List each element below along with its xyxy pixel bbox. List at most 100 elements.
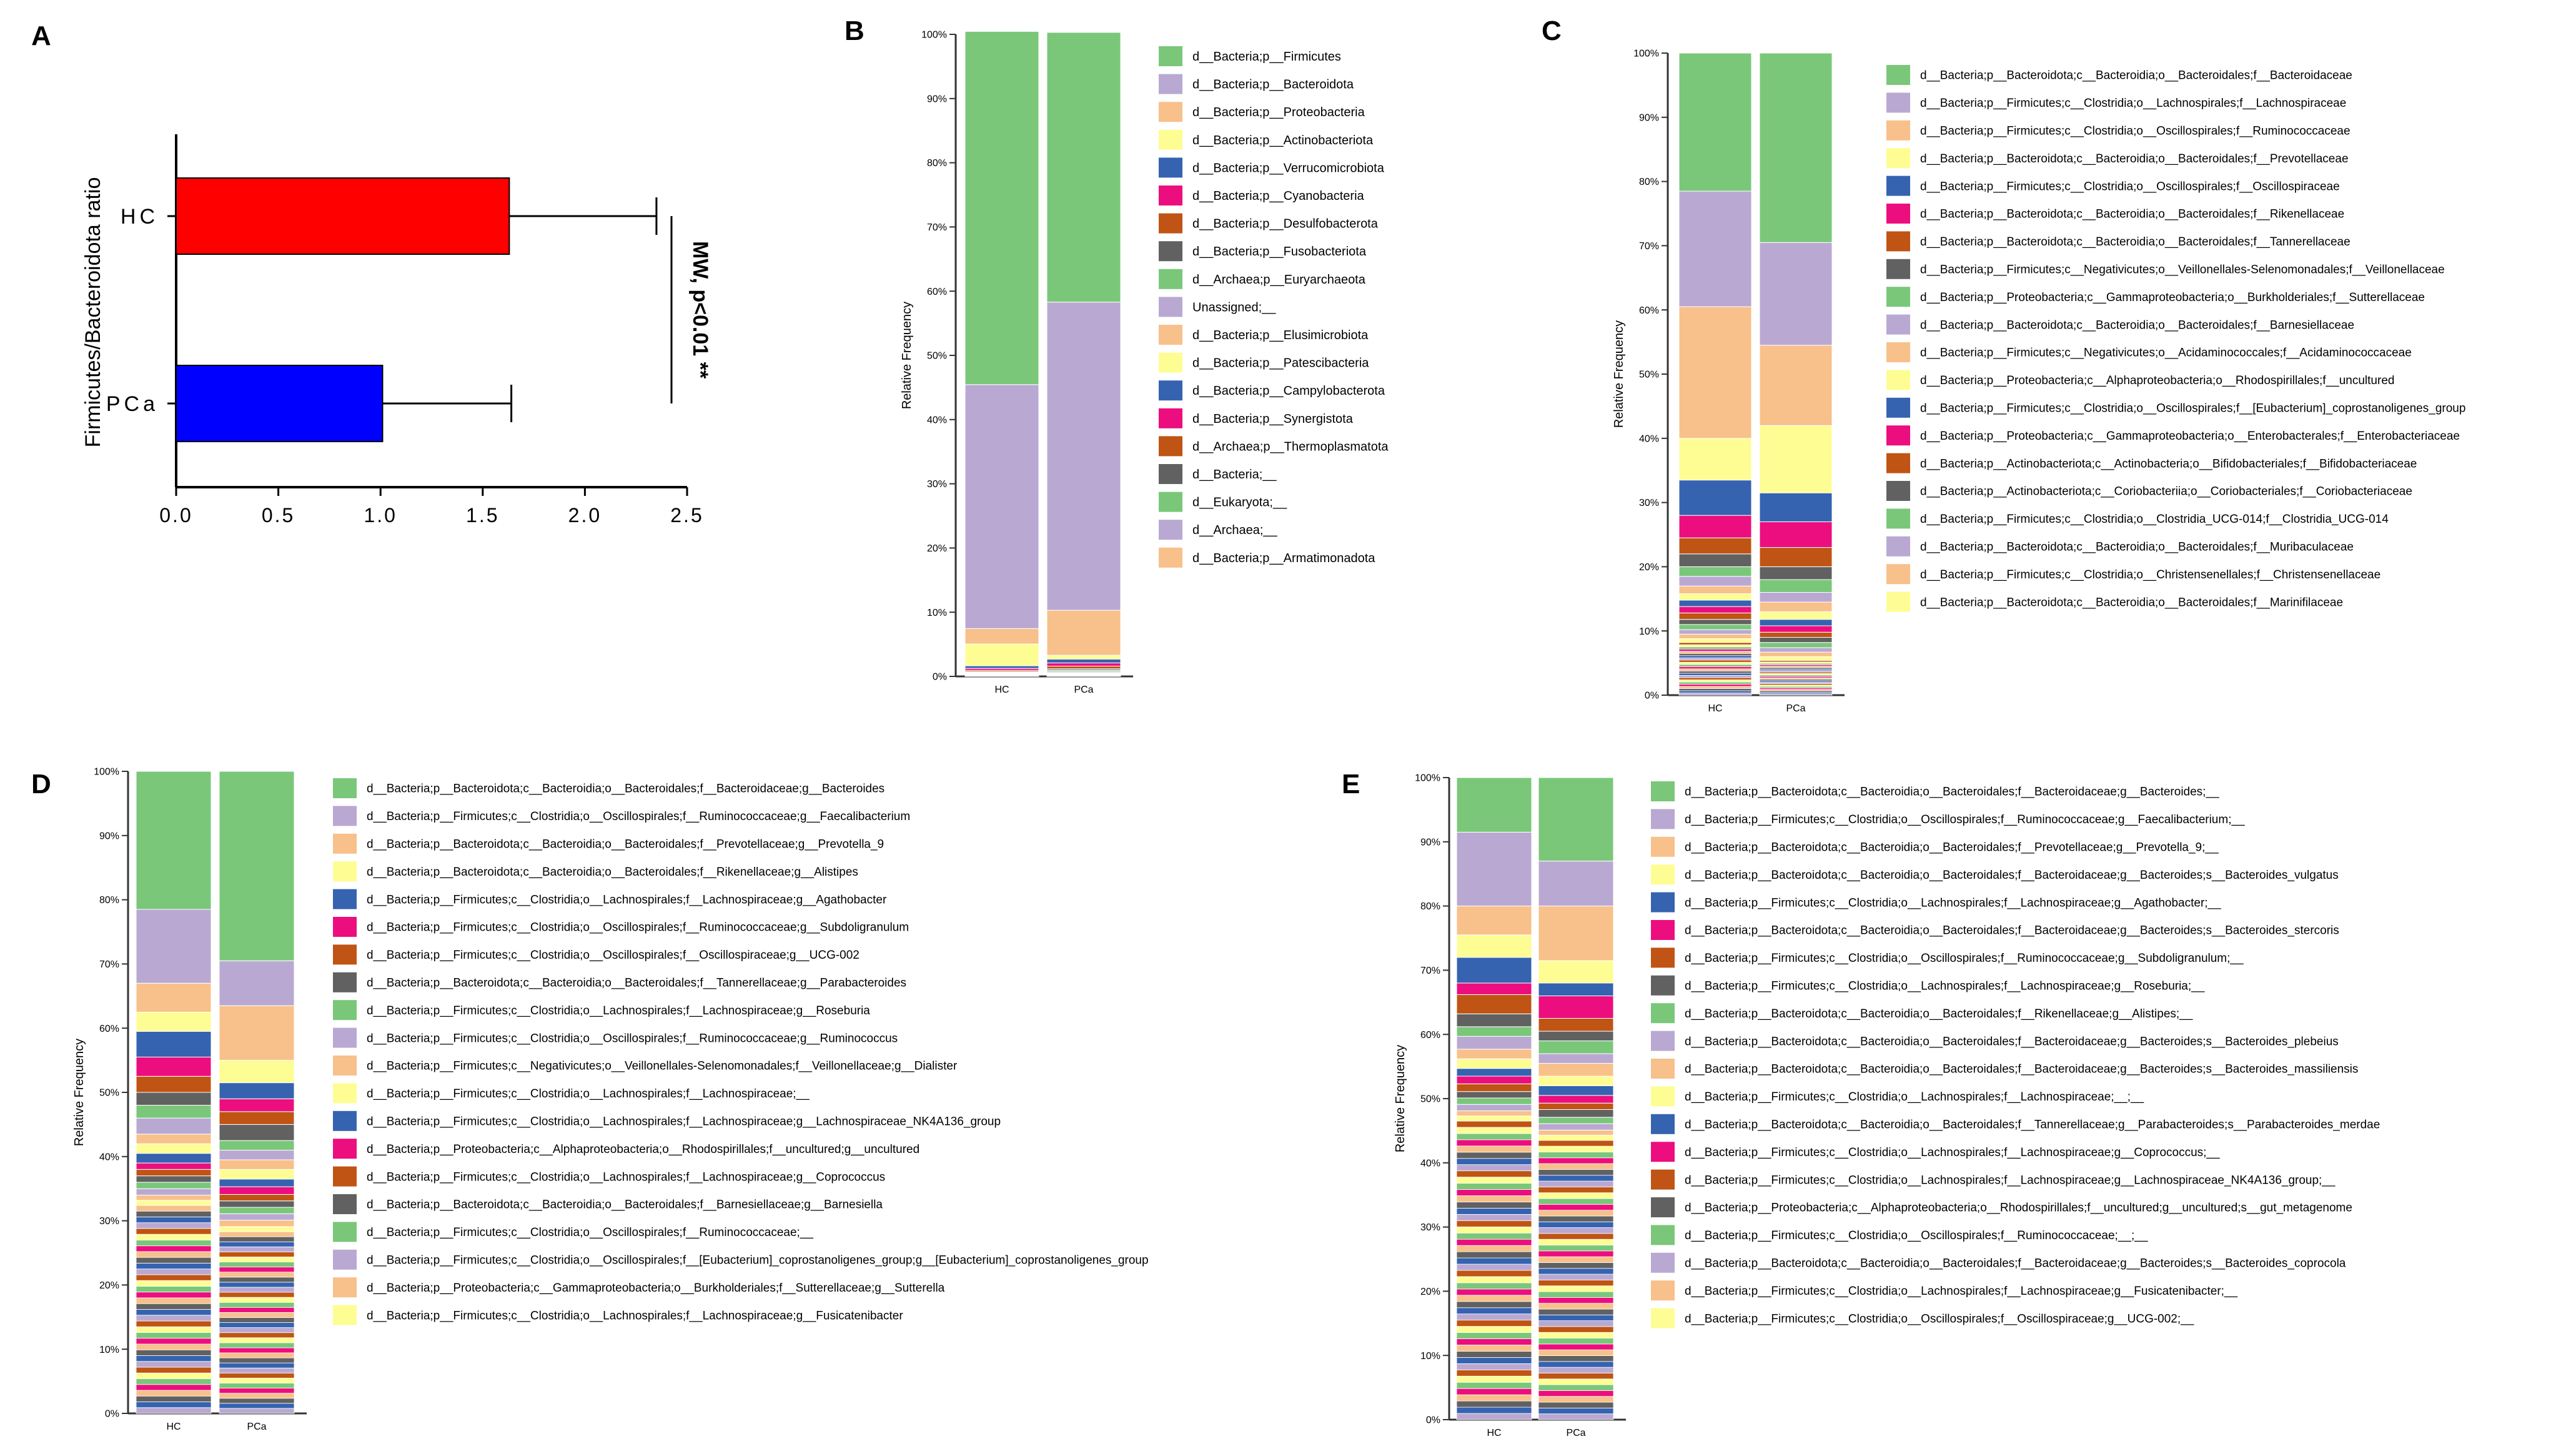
- bar-segment-other-taxa: [1456, 1145, 1532, 1153]
- bar-segment-other-taxa: [1538, 1367, 1614, 1373]
- bar-segment-other-taxa: [219, 1252, 295, 1257]
- legend-swatch: [1651, 1308, 1675, 1328]
- bar-segment: [1456, 1036, 1532, 1050]
- legend-swatch: [333, 1166, 357, 1187]
- a-bar-pca: [176, 365, 384, 442]
- a-category-label: PCa: [106, 392, 159, 416]
- bar-segment: [1538, 1040, 1614, 1054]
- legend-label: d__Bacteria;p__Proteobacteria: [1192, 106, 1365, 119]
- bar-segment: [136, 771, 212, 910]
- bar-segment-other-taxa: [1456, 1345, 1532, 1352]
- legend-swatch: [1159, 520, 1182, 540]
- bar-segment: [1538, 906, 1614, 961]
- legend-label: d__Bacteria;p__Bacteroidota;c__Bacteroid…: [1685, 1118, 2380, 1131]
- legend-label: d__Bacteria;p__Firmicutes;c__Clostridia;…: [1920, 97, 2346, 110]
- bar-segment: [1678, 576, 1752, 586]
- legend-label: d__Bacteria;p__Firmicutes;c__Clostridia;…: [1685, 1312, 2194, 1325]
- bar-segment-other-taxa: [1456, 1363, 1532, 1370]
- bar-segment: [1759, 636, 1833, 643]
- bar-segment-other-taxa: [219, 1337, 295, 1343]
- bar-segment: [1456, 957, 1532, 984]
- bar-segment: [1538, 960, 1614, 984]
- bar-segment-other-taxa: [1538, 1308, 1614, 1315]
- bar-segment: [136, 1134, 212, 1144]
- legend-swatch: [1886, 120, 1910, 141]
- bar-segment-other-taxa: [219, 1393, 295, 1399]
- bar-segment-other-taxa: [1456, 1264, 1532, 1271]
- bar-segment: [219, 1200, 295, 1208]
- bar-segment-other-taxa: [1538, 1221, 1614, 1228]
- legend-label: d__Bacteria;p__Firmicutes;c__Clostridia;…: [1920, 124, 2351, 137]
- bar-segment: [1538, 1076, 1614, 1086]
- legend-label: d__Bacteria;p__Bacteroidota;c__Bacteroid…: [1685, 786, 2219, 799]
- legend-swatch: [1159, 325, 1182, 345]
- bar-segment: [219, 1140, 295, 1151]
- a-x-tick-label: 1.5: [466, 504, 499, 527]
- bar-segment: [1759, 345, 1833, 426]
- bar-segment-other-taxa: [1538, 1198, 1614, 1205]
- legend-swatch: [1159, 129, 1182, 150]
- bar-segment: [1456, 1097, 1532, 1105]
- legend-label: d__Bacteria;p__Proteobacteria;c__Alphapr…: [1920, 374, 2394, 387]
- bar-segment-other-taxa: [219, 1398, 295, 1404]
- y-tick-label: 80%: [99, 895, 119, 906]
- bar-segment-other-taxa: [219, 1347, 295, 1353]
- bar-segment-other-taxa: [1678, 686, 1752, 689]
- legend-label: d__Bacteria;p__Cyanobacteria: [1192, 189, 1365, 203]
- bar-segment-other-taxa: [1538, 1152, 1614, 1159]
- bar-segment-other-taxa: [219, 1317, 295, 1323]
- y-tick-label: 40%: [99, 1152, 119, 1162]
- y-tick-label: 100%: [921, 30, 947, 41]
- bar-segment: [1538, 1062, 1614, 1077]
- legend-label: d__Bacteria;p__Firmicutes;c__Clostridia;…: [1685, 896, 2221, 909]
- legend-swatch: [1651, 1225, 1675, 1245]
- bar-segment-other-taxa: [1456, 1220, 1532, 1227]
- bar-segment: [219, 1213, 295, 1221]
- bar-segment-other-taxa: [136, 1210, 212, 1217]
- bar-segment-other-taxa: [1678, 693, 1752, 696]
- y-tick-label: 80%: [927, 158, 947, 169]
- bar-segment: [1759, 647, 1833, 653]
- legend-swatch: [1886, 176, 1910, 196]
- legend-swatch: [1159, 241, 1182, 262]
- y-tick-label: 80%: [1420, 901, 1440, 912]
- bar-segment: [1538, 1018, 1614, 1032]
- bar-segment-other-taxa: [219, 1287, 295, 1293]
- bar-segment-other-taxa: [1456, 1326, 1532, 1333]
- y-tick-label: 40%: [1639, 433, 1659, 444]
- bar-segment-other-taxa: [219, 1327, 295, 1333]
- bar-segment: [219, 1124, 295, 1141]
- bar-segment-other-taxa: [219, 1246, 295, 1252]
- bar-segment-other-taxa: [1456, 1214, 1532, 1221]
- bar-segment-other-taxa: [219, 1322, 295, 1328]
- bar-segment-other-taxa: [1456, 1313, 1532, 1321]
- legend-swatch: [1159, 157, 1182, 178]
- bar-segment: [1538, 1109, 1614, 1118]
- legend-label: d__Bacteria;p__Firmicutes;c__Negativicut…: [367, 1060, 958, 1073]
- bar-segment: [1678, 638, 1752, 643]
- legend-label: d__Archaea;__: [1192, 523, 1278, 537]
- bar-segment-other-taxa: [136, 1228, 212, 1235]
- legend-swatch: [333, 944, 357, 965]
- bar-segment-other-taxa: [1456, 1270, 1532, 1277]
- legend-label: d__Bacteria;p__Bacteroidota;c__Bacteroid…: [1685, 924, 2339, 937]
- bar-segment-other-taxa: [1678, 680, 1752, 683]
- bar-segment: [1456, 777, 1532, 833]
- bar-segment: [219, 1060, 295, 1084]
- legend-swatch: [1886, 231, 1910, 252]
- bar-segment-other-taxa: [219, 1277, 295, 1283]
- legend-label: d__Bacteria;p__Firmicutes;c__Clostridia;…: [1685, 1229, 2148, 1242]
- legend-label: d__Bacteria;p__Firmicutes;c__Clostridia;…: [1685, 1174, 2336, 1187]
- bar-segment-other-taxa: [1538, 1314, 1614, 1322]
- y-tick-label: 90%: [927, 94, 947, 104]
- y-tick-label: 70%: [1420, 966, 1440, 976]
- legend-swatch: [1886, 342, 1910, 362]
- bar-segment-other-taxa: [219, 1257, 295, 1262]
- a-x-tick-label: 0.0: [159, 504, 192, 527]
- y-axis-label: Relative Frequency: [1612, 320, 1626, 428]
- bar-segment-other-taxa: [1678, 668, 1752, 671]
- bar-segment-other-taxa: [1538, 1256, 1614, 1263]
- bar-segment-other-taxa: [1456, 1388, 1532, 1395]
- legend-label: d__Archaea;p__Thermoplasmatota: [1192, 440, 1389, 453]
- legend-label: d__Bacteria;p__Firmicutes;c__Clostridia;…: [1685, 952, 2244, 965]
